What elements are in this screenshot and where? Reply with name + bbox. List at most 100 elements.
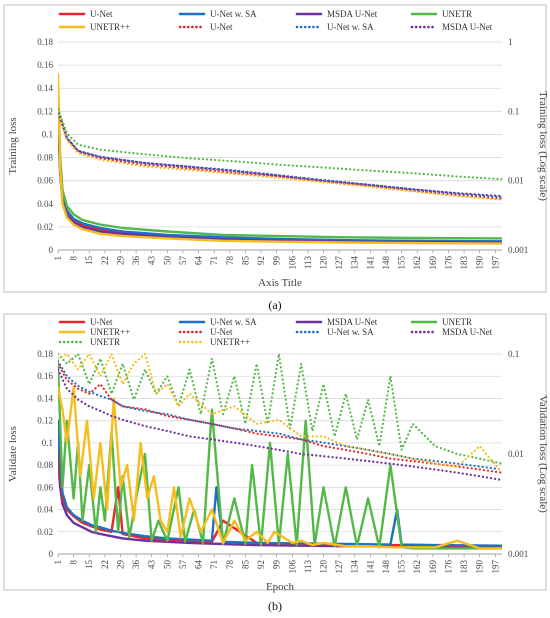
series-group	[58, 352, 502, 550]
x-tick-label: 183	[459, 560, 469, 574]
legend-label-u-net-w-sa: U-Net w. SA	[327, 327, 374, 337]
y2-tick-label: 0.01	[508, 449, 524, 459]
y2-tick-label: 0.001	[508, 245, 528, 255]
y-tick-label: 0.18	[37, 37, 53, 47]
y-tick-label: 0.12	[37, 416, 53, 426]
x-axis-title: Axis Title	[258, 277, 302, 289]
x-tick-label: 169	[428, 560, 438, 574]
legend-label-msda-u-net: MSDA U-Net	[442, 22, 493, 32]
series-group	[58, 73, 502, 245]
x-tick-label: 162	[412, 256, 422, 270]
legend-label-u-net-w-sa: U-Net w. SA	[327, 22, 374, 32]
x-tick-label: 57	[178, 256, 188, 266]
x-tick-label: 148	[381, 256, 391, 270]
y-tick-label: 0.02	[37, 222, 53, 232]
y-tick-label: 0.08	[37, 153, 53, 163]
legend-label-unetrpp: UNETR++	[210, 337, 250, 347]
legend-label-unetr: UNETR	[442, 317, 472, 327]
x-tick-label: 71	[209, 560, 219, 569]
x-tick-label: 106	[287, 256, 297, 270]
x-tick-label: 1	[53, 560, 63, 565]
y2-tick-label: 0.01	[508, 176, 524, 186]
panel-caption: (a)	[268, 298, 281, 312]
x-tick-label: 29	[115, 256, 125, 266]
y-tick-label: 0.04	[37, 199, 53, 209]
x-tick-label: 127	[334, 560, 344, 574]
y-axis-title: Training loss	[7, 117, 19, 174]
y-tick-label: 0.14	[37, 83, 53, 93]
y-tick-label: 0.06	[37, 482, 53, 492]
series-line-unetrpp-log	[58, 352, 502, 474]
x-tick-label: 85	[240, 256, 250, 266]
x-tick-label: 106	[287, 560, 297, 574]
series-line-u-net-log	[58, 362, 502, 474]
legend-label-u-net-w-sa: U-Net w. SA	[210, 9, 257, 19]
y-tick-label: 0.04	[37, 505, 53, 515]
x-tick-label: 85	[240, 560, 250, 570]
y-tick-label: 0.08	[37, 460, 53, 470]
series-line-u-net-w-sa	[58, 98, 502, 243]
y-tick-label: 0.02	[37, 527, 53, 537]
legend-label-u-net: U-Net	[210, 327, 233, 337]
y2-tick-label: 0.1	[508, 349, 519, 359]
x-tick-label: 64	[194, 256, 204, 266]
series-line-msda-u-net-log	[58, 111, 502, 198]
legend-label-u-net: U-Net	[90, 9, 113, 19]
x-tick-label: 120	[319, 560, 329, 574]
legend-label-unetrpp: UNETR++	[90, 327, 130, 337]
x-tick-label: 43	[147, 256, 157, 266]
x-tick-label: 176	[443, 560, 453, 574]
series-line-u-net-log	[58, 110, 502, 200]
y-tick-label: 0	[49, 549, 54, 559]
x-tick-label: 141	[365, 560, 375, 574]
series-line-unetr-log	[58, 352, 502, 465]
x-tick-label: 8	[69, 560, 79, 565]
x-tick-label: 162	[412, 560, 422, 574]
x-tick-label: 15	[84, 560, 94, 570]
series-line-unetr	[58, 363, 502, 550]
y-tick-label: 0.12	[37, 106, 53, 116]
x-tick-label: 113	[303, 256, 313, 270]
legend-label-unetr: UNETR	[90, 337, 120, 347]
legend-label-msda-u-net: MSDA U-Net	[327, 317, 378, 327]
x-tick-label: 92	[256, 256, 266, 265]
y2-tick-label: 1	[508, 37, 513, 47]
x-tick-label: 141	[365, 256, 375, 270]
x-tick-label: 64	[194, 560, 204, 570]
x-tick-label: 134	[350, 256, 360, 270]
x-tick-label: 50	[162, 560, 172, 570]
legend-label-u-net: U-Net	[90, 317, 113, 327]
x-tick-label: 148	[381, 560, 391, 574]
x-tick-label: 78	[225, 256, 235, 266]
y-tick-label: 0.16	[37, 371, 53, 381]
series-line-msda-u-net	[58, 115, 502, 245]
legend-label-u-net-w-sa: U-Net w. SA	[210, 317, 257, 327]
x-tick-label: 99	[272, 560, 282, 570]
chart-frame	[3, 4, 547, 293]
series-line-unetrpp	[58, 386, 502, 550]
y-tick-label: 0.16	[37, 60, 53, 70]
x-tick-label: 155	[397, 560, 407, 574]
x-tick-label: 50	[162, 256, 172, 266]
series-line-u-net-w-sa-log	[58, 360, 502, 471]
x-tick-label: 127	[334, 256, 344, 270]
chart-panel-a: 00.020.040.060.080.10.120.140.160.18 10.1…	[3, 4, 549, 293]
x-tick-label: 15	[84, 256, 94, 266]
x-tick-label: 78	[225, 560, 235, 570]
y-tick-label: 0.1	[42, 129, 53, 139]
chart-frame	[3, 313, 547, 591]
y-tick-label: 0.14	[37, 393, 53, 403]
x-tick-label: 134	[350, 560, 360, 574]
x-tick-label: 169	[428, 256, 438, 270]
legend-label-unetr: UNETR	[442, 9, 472, 19]
x-tick-label: 176	[443, 256, 453, 270]
chart-panel-b: 0 0.02 0.04 0.06 0.08 0.1 0.12 0.14 0.16 0.18 0.1 0…	[3, 313, 549, 593]
y-tick-label: 0.06	[37, 176, 53, 186]
y2-axis-title: Validation loss (Log scale)	[537, 395, 549, 513]
x-tick-label: 1	[53, 256, 63, 261]
x-tick-label: 99	[272, 256, 282, 266]
x-tick-label: 29	[115, 560, 125, 570]
